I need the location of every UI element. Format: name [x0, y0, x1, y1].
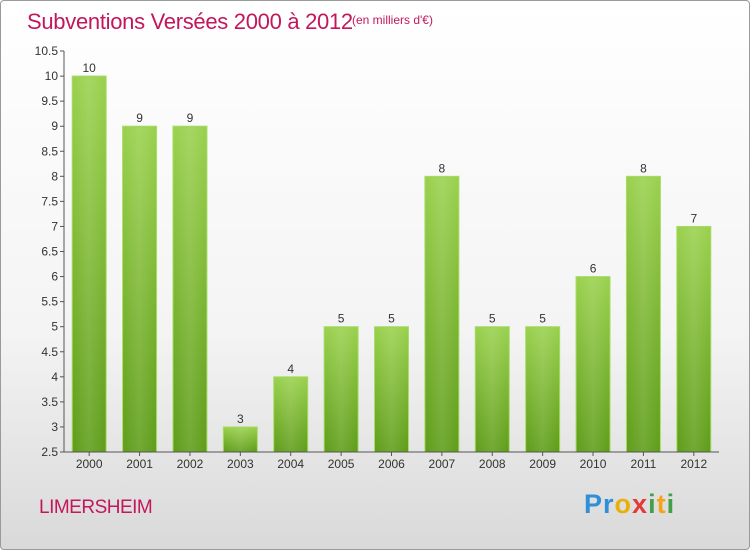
- y-tick-label: 3.5: [41, 395, 58, 409]
- y-tick-label: 5.5: [41, 295, 58, 309]
- logo-letter: t: [656, 489, 667, 519]
- logo-letter: o: [614, 489, 633, 519]
- logo-letter: x: [632, 489, 649, 519]
- logo-letter: P: [584, 489, 604, 519]
- y-tick-label: 3: [51, 420, 58, 434]
- y-tick-label: 9: [51, 119, 58, 133]
- bar-value-label: 4: [287, 362, 294, 376]
- bar-value-label: 9: [187, 111, 194, 125]
- bar-value-label: 5: [388, 312, 395, 326]
- bar-highlight: [375, 327, 408, 452]
- x-tick-label: 2003: [227, 457, 254, 471]
- bar-value-label: 3: [237, 412, 244, 426]
- y-tick-label: 4.5: [41, 345, 58, 359]
- bar-value-label: 5: [338, 312, 345, 326]
- bar-highlight: [577, 277, 610, 452]
- x-tick-label: 2011: [631, 457, 657, 471]
- bar-value-label: 5: [489, 312, 496, 326]
- x-tick-label: 2005: [328, 457, 355, 471]
- x-tick-label: 2001: [126, 457, 153, 471]
- x-tick-label: 2002: [177, 457, 204, 471]
- y-tick-label: 8.5: [41, 144, 58, 158]
- y-tick-label: 2.5: [41, 445, 58, 459]
- y-tick-label: 7: [51, 219, 58, 233]
- y-tick-label: 6: [51, 270, 58, 284]
- x-tick-label: 2010: [580, 457, 607, 471]
- bar-value-label: 7: [690, 211, 697, 225]
- bar-highlight: [677, 227, 710, 452]
- y-axis: 2.5 3 3.5 4 4.5 5 5.5 6 6.5 7 7.5 8 8.5 9 9.5 10 10.5: [35, 44, 65, 459]
- bar-highlight: [173, 127, 206, 452]
- bar-highlight: [123, 127, 156, 452]
- x-tick-label: 2006: [378, 457, 405, 471]
- bar-value-label: 8: [640, 161, 647, 175]
- bar-value-label: 10: [83, 61, 97, 75]
- x-axis: 2000 2001 2002 2003 2004 2005 2006 2007 2008 2009…: [64, 451, 719, 471]
- logo-letter: i: [666, 489, 676, 519]
- y-tick-label: 7.5: [41, 194, 58, 208]
- y-tick-label: 10: [45, 69, 59, 83]
- bar-highlight: [627, 177, 660, 452]
- y-tick-label: 6.5: [41, 245, 58, 259]
- logo-letter: r: [603, 489, 615, 519]
- y-tick-label: 9.5: [41, 94, 58, 108]
- bar-highlight: [425, 177, 458, 452]
- bars-group: 10 9 9 3 4 5 5 8 5 5 6 8 7: [71, 61, 712, 453]
- commune-name: LIMERSHEIM: [39, 497, 153, 518]
- x-tick-label: 2000: [76, 457, 103, 471]
- chart-title: Subventions Versées 2000 à 2012: [27, 9, 353, 34]
- bar-value-label: 6: [590, 262, 597, 276]
- x-tick-label: 2012: [680, 457, 707, 471]
- x-tick-label: 2009: [529, 457, 556, 471]
- y-tick-label: 10.5: [35, 44, 59, 58]
- bar-highlight: [274, 377, 307, 452]
- logo-letter: i: [648, 489, 657, 519]
- proxiti-logo: Proxiti: [584, 489, 675, 520]
- y-tick-label: 8: [51, 169, 58, 183]
- x-tick-label: 2004: [277, 457, 304, 471]
- bar-highlight: [325, 327, 358, 452]
- bar-value-label: 8: [439, 161, 446, 175]
- chart-subtitle: (en milliers d'€): [352, 13, 433, 27]
- bar-highlight: [224, 427, 257, 452]
- x-tick-label: 2008: [479, 457, 506, 471]
- bar-highlight: [526, 327, 559, 452]
- bar-value-label: 9: [136, 111, 143, 125]
- bar-highlight: [476, 327, 509, 452]
- x-tick-label: 2007: [429, 457, 456, 471]
- bar-value-label: 5: [539, 312, 546, 326]
- bar-highlight: [73, 77, 106, 452]
- y-tick-label: 4: [51, 370, 58, 384]
- y-tick-label: 5: [51, 320, 58, 334]
